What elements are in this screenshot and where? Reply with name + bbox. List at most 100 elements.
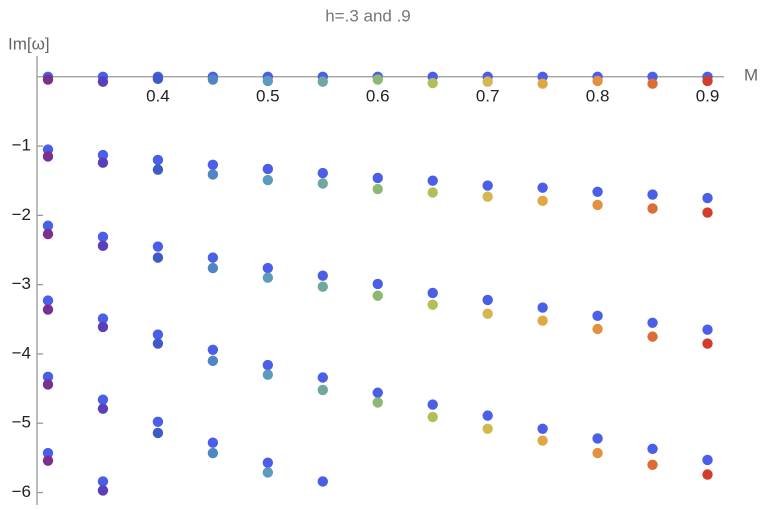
point: [97, 157, 109, 168]
point: [262, 467, 274, 478]
x-axis-label: M: [744, 65, 758, 84]
point: [152, 329, 164, 340]
point: [152, 338, 164, 349]
point: [97, 394, 109, 405]
point: [317, 384, 328, 396]
point: [647, 317, 658, 328]
point: [482, 76, 493, 87]
point: [207, 252, 219, 263]
point: [592, 323, 603, 335]
point: [152, 416, 164, 428]
point: [702, 338, 713, 349]
point: [372, 172, 383, 184]
point: [262, 174, 274, 186]
point: [97, 403, 109, 414]
point: [97, 240, 109, 252]
point: [592, 433, 603, 444]
point: [262, 457, 274, 468]
point: [482, 410, 493, 421]
point: [42, 304, 54, 315]
point: [152, 154, 164, 166]
point: [317, 167, 328, 179]
point: [152, 252, 164, 263]
y-tick-label: −3: [12, 274, 31, 293]
point: [207, 74, 219, 85]
point: [592, 186, 603, 198]
point: [537, 435, 548, 446]
point: [207, 159, 219, 170]
point: [42, 379, 54, 390]
point: [482, 180, 493, 191]
y-tick-label: −2: [12, 205, 31, 224]
point: [372, 278, 383, 290]
point: [372, 397, 383, 408]
point: [42, 220, 54, 231]
point: [537, 302, 548, 313]
point: [647, 443, 658, 455]
point: [537, 182, 548, 193]
point: [427, 287, 438, 299]
point: [537, 423, 548, 434]
point: [592, 310, 603, 322]
point: [152, 73, 164, 85]
x-tick-label: 0.9: [696, 86, 720, 105]
point: [42, 371, 54, 383]
point: [262, 359, 274, 371]
point: [537, 315, 548, 326]
point: [537, 195, 548, 207]
point: [372, 74, 383, 85]
point: [317, 270, 328, 281]
point: [702, 75, 713, 87]
y-tick-label: −5: [12, 413, 31, 432]
point: [262, 163, 274, 175]
point: [317, 476, 328, 487]
point: [647, 459, 658, 471]
point: [592, 199, 603, 211]
point: [482, 191, 493, 202]
point: [482, 294, 493, 306]
point: [207, 437, 219, 448]
point: [42, 295, 54, 306]
point: [152, 427, 164, 439]
point: [42, 151, 54, 162]
x-tick-label: 0.6: [366, 86, 390, 105]
point: [97, 76, 109, 87]
point: [262, 75, 274, 87]
point: [702, 469, 713, 480]
point: [702, 324, 713, 335]
x-tick-label: 0.5: [256, 86, 280, 105]
y-tick-label: −1: [12, 136, 31, 155]
point: [317, 281, 328, 292]
x-tick-label: 0.4: [146, 86, 170, 105]
point: [427, 77, 438, 89]
point: [317, 178, 328, 189]
point: [427, 187, 438, 198]
x-tick-label: 0.8: [586, 86, 610, 105]
point: [702, 207, 713, 218]
point: [97, 149, 109, 161]
point: [372, 387, 383, 398]
point: [482, 308, 493, 319]
point: [152, 164, 164, 175]
point: [207, 447, 219, 459]
point: [42, 74, 54, 85]
point: [97, 476, 109, 487]
point: [42, 447, 54, 459]
point: [647, 203, 658, 214]
point: [207, 169, 219, 180]
point: [702, 192, 713, 204]
point: [372, 290, 383, 301]
point: [317, 76, 328, 87]
chart-title: h=.3 and .9: [325, 6, 411, 25]
point: [647, 331, 658, 342]
point: [427, 399, 438, 410]
point: [207, 262, 219, 274]
point: [97, 231, 109, 243]
point: [97, 313, 109, 324]
point: [592, 447, 603, 459]
point: [207, 355, 219, 367]
x-tick-label: 0.7: [476, 86, 500, 105]
point: [262, 272, 274, 283]
point: [702, 454, 713, 466]
